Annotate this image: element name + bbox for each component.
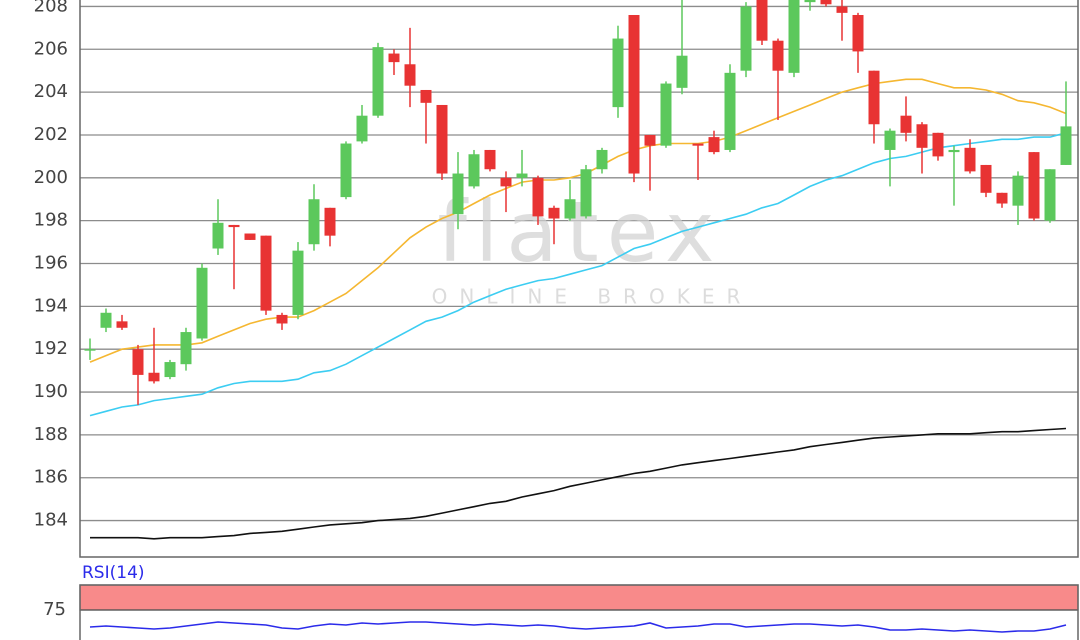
candle-body bbox=[452, 173, 464, 215]
candle-body bbox=[692, 143, 704, 146]
candle-body bbox=[580, 169, 592, 217]
candle-body bbox=[1012, 175, 1024, 206]
candle-body bbox=[852, 14, 864, 52]
candle-body bbox=[660, 83, 672, 146]
candle-body bbox=[372, 47, 384, 116]
candle-body bbox=[964, 147, 976, 172]
candle-body bbox=[980, 164, 992, 193]
candle-body bbox=[612, 38, 624, 108]
candle-body bbox=[500, 177, 512, 187]
candle-body bbox=[516, 173, 528, 178]
candle-body bbox=[740, 6, 752, 71]
candle-body bbox=[84, 349, 96, 351]
candle-body bbox=[804, 0, 816, 3]
candle-body bbox=[708, 137, 720, 153]
candle-body bbox=[468, 154, 480, 187]
candle-body bbox=[996, 192, 1008, 204]
y-tick-label: 194 bbox=[34, 295, 68, 316]
candle-body bbox=[1060, 126, 1072, 165]
candle-body bbox=[900, 115, 912, 133]
candle-body bbox=[932, 132, 944, 157]
candle-body bbox=[788, 0, 800, 73]
candle-body bbox=[356, 115, 368, 142]
candle-body bbox=[676, 55, 688, 88]
candle-body bbox=[772, 40, 784, 71]
candle-body bbox=[548, 207, 560, 219]
candle-body bbox=[196, 267, 208, 339]
candle-body bbox=[404, 64, 416, 86]
candle-body bbox=[436, 104, 448, 174]
watermark-tagline: ONLINE BROKER bbox=[432, 285, 753, 309]
candle-body bbox=[836, 6, 848, 13]
moving-average-line bbox=[90, 427, 1067, 540]
candle-body bbox=[308, 199, 320, 245]
candle-body bbox=[724, 72, 736, 150]
candle-body bbox=[564, 199, 576, 219]
candle-body bbox=[868, 70, 880, 125]
moving-average-line bbox=[89, 132, 1067, 417]
candle-body bbox=[756, 0, 768, 41]
candle-body bbox=[596, 149, 608, 170]
y-tick-label: 202 bbox=[34, 124, 68, 145]
rsi-line bbox=[89, 621, 1067, 633]
candle-body bbox=[628, 14, 640, 174]
y-tick-label: 184 bbox=[34, 510, 68, 531]
candle-body bbox=[644, 134, 656, 146]
y-tick-label: 204 bbox=[34, 81, 68, 102]
candle-body bbox=[148, 372, 160, 382]
candle-body bbox=[820, 0, 832, 5]
y-tick-label: 188 bbox=[34, 424, 68, 445]
candle-body bbox=[1028, 152, 1040, 219]
y-tick-label: 190 bbox=[34, 381, 68, 402]
candle-body bbox=[164, 362, 176, 378]
candle-body bbox=[948, 149, 960, 153]
candle-body bbox=[244, 233, 256, 240]
candle-body bbox=[180, 332, 192, 365]
overbought-zone bbox=[79, 584, 1079, 611]
panel-title: RSI(14) bbox=[82, 563, 145, 583]
candle-body bbox=[116, 321, 128, 328]
candle-body bbox=[420, 89, 432, 103]
y-tick-label: 208 bbox=[34, 0, 68, 16]
candle-body bbox=[276, 314, 288, 324]
plot-frame bbox=[79, 0, 1079, 558]
candle-body bbox=[100, 312, 112, 328]
panel-frame bbox=[79, 584, 1079, 640]
candle-body bbox=[1044, 169, 1056, 221]
moving-average-line bbox=[89, 78, 1067, 363]
candle-body bbox=[292, 250, 304, 315]
candle-body bbox=[324, 207, 336, 236]
candle-body bbox=[132, 349, 144, 375]
candle-body bbox=[484, 149, 496, 170]
candle-body bbox=[260, 235, 272, 311]
y-tick-label: 198 bbox=[34, 210, 68, 231]
candle-body bbox=[388, 53, 400, 63]
y-tick-label: 196 bbox=[34, 253, 68, 274]
y-tick-label: 200 bbox=[34, 167, 68, 188]
y-tick-label: 206 bbox=[34, 38, 68, 59]
candle-body bbox=[228, 224, 240, 228]
candle-body bbox=[532, 177, 544, 217]
candle-body bbox=[340, 143, 352, 198]
candle-body bbox=[884, 130, 896, 150]
y-tick-label: 186 bbox=[34, 467, 68, 488]
y-tick-label: 192 bbox=[34, 338, 68, 359]
candle-body bbox=[916, 124, 928, 148]
candle-body bbox=[212, 222, 224, 249]
y-tick-label: 75 bbox=[43, 599, 66, 620]
